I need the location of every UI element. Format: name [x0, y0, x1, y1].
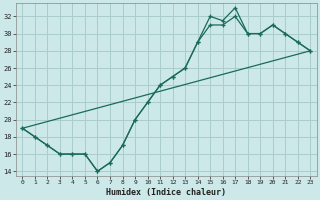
X-axis label: Humidex (Indice chaleur): Humidex (Indice chaleur) [106, 188, 226, 197]
